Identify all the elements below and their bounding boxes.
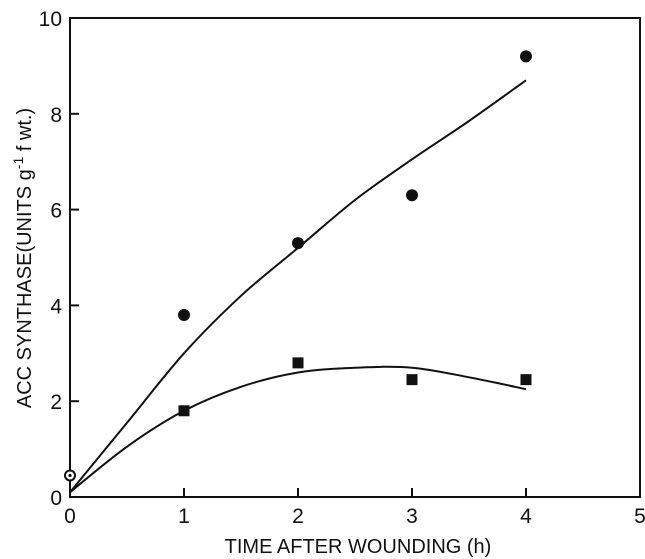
fit-curve-square: [69, 365, 527, 493]
y-axis-title-main: ACC SYNTHASE(UNITS g: [14, 169, 36, 408]
y-axis-title: ACC SYNTHASE(UNITS g-1 f wt.): [10, 108, 36, 408]
x-tick-label: 1: [178, 505, 190, 528]
fit-curves: [69, 79, 527, 493]
y-tick-label: 10: [39, 8, 62, 31]
data-point-square: [292, 357, 304, 369]
x-tick-label: 0: [64, 505, 76, 528]
x-tick-label: 5: [634, 505, 645, 528]
x-axis-title: TIME AFTER WOUNDING (h): [225, 536, 492, 558]
y-tick-label: 4: [50, 295, 62, 318]
y-tick-label: 6: [50, 200, 62, 223]
data-points: [64, 50, 532, 482]
axis-ticks: 0 1 2 3 4 5 0 2 4 6 8 10: [39, 8, 645, 528]
plot-border: [69, 17, 641, 498]
x-tick-label: 4: [520, 505, 532, 528]
x-tick-label: 3: [406, 505, 418, 528]
y-tick-label: 8: [50, 104, 62, 127]
x-tick-label: 2: [292, 505, 304, 528]
data-point-square: [520, 374, 532, 386]
data-point-square: [406, 374, 418, 386]
data-point-circle: [178, 308, 190, 321]
data-point-circle: [406, 189, 418, 202]
y-axis-title-tail: f wt.): [14, 108, 36, 157]
y-tick-label: 0: [50, 487, 62, 510]
y-tick-label: 2: [50, 391, 62, 414]
data-point-square: [178, 405, 190, 417]
data-point-circle: [292, 237, 304, 250]
y-axis-title-superscript: -1: [10, 157, 26, 170]
fit-curve-circle: [69, 79, 527, 493]
data-point-origin-center-dot: [68, 473, 72, 478]
plot-frame: [69, 17, 641, 498]
data-point-circle: [520, 50, 532, 63]
